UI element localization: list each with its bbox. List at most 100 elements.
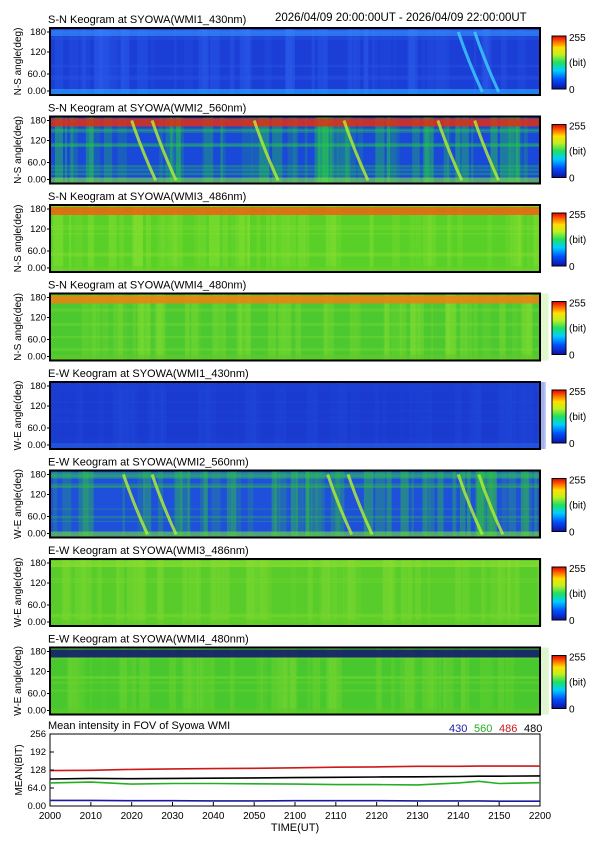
keogram-panel: S-N Keogram at SYOWA(WMI2_560nm)180 120 60…: [13, 103, 586, 186]
keogram-texture: [400, 382, 406, 449]
keogram-ylabel: W-E angle(deg): [13, 558, 24, 628]
keogram-texture: [208, 205, 220, 272]
keogram-texture: [297, 205, 304, 272]
keogram-texture: [236, 293, 241, 361]
colorbar: [551, 212, 567, 267]
keogram-texture: [481, 559, 485, 626]
keogram-texture: [426, 470, 431, 538]
keogram-texture: [338, 382, 348, 449]
keogram-texture: [210, 559, 221, 626]
keogram-band: [50, 165, 540, 168]
keogram-texture: [333, 647, 343, 715]
keogram-texture: [267, 293, 277, 361]
keogram-texture: [75, 647, 85, 715]
keogram-top-band: [50, 384, 540, 390]
keogram-texture: [328, 559, 337, 626]
keogram-texture: [363, 470, 374, 538]
keogram-texture: [426, 647, 437, 715]
keogram-texture: [375, 647, 382, 715]
keogram-ytick-label: 120: [30, 401, 46, 412]
keogram-band: [50, 129, 540, 133]
keogram-image: [50, 293, 540, 361]
keogram-texture: [239, 28, 250, 95]
keogram-band: [50, 614, 540, 617]
keogram-texture: [392, 205, 400, 272]
keogram-texture: [69, 28, 79, 95]
keogram-texture: [89, 116, 94, 184]
keogram-texture: [81, 559, 92, 626]
keogram-texture: [71, 116, 78, 184]
keogram-texture: [286, 205, 297, 272]
mean-series-line: [49, 765, 540, 772]
keogram-texture: [384, 293, 391, 361]
keogram-texture: [534, 205, 540, 272]
keogram-texture: [287, 116, 295, 184]
keogram-texture: [246, 28, 253, 95]
keogram-frame: [49, 27, 541, 96]
keogram-texture: [322, 116, 329, 184]
keogram-ytick-label: 60.0: [28, 689, 47, 700]
keogram-texture: [317, 116, 329, 184]
keogram-texture: [511, 205, 521, 272]
keogram-band: [50, 508, 540, 510]
keogram-texture: [161, 382, 164, 449]
keogram-texture: [455, 559, 462, 626]
keogram-texture: [454, 470, 457, 538]
keogram-texture: [53, 205, 64, 272]
keogram-texture: [475, 470, 485, 538]
keogram-band: [50, 308, 540, 312]
keogram-band: [50, 416, 540, 419]
auroral-arc: [456, 31, 484, 93]
keogram-texture: [317, 28, 328, 95]
keogram-texture: [221, 559, 230, 626]
keogram-ytick-label: 60.0: [28, 423, 47, 434]
keogram-texture: [421, 382, 426, 449]
keogram-texture: [326, 116, 335, 184]
keogram-bottom-band: [50, 266, 540, 271]
mean-panel-title: Mean intensity in FOV of Syowa WMI: [48, 720, 230, 732]
keogram-ytick-label: 180: [30, 470, 46, 481]
keogram-band: [50, 520, 540, 522]
keogram-texture: [390, 559, 397, 626]
keogram-texture: [272, 116, 283, 184]
keogram-texture: [199, 382, 203, 449]
keogram-texture: [159, 116, 163, 184]
keogram-texture: [134, 559, 140, 626]
keogram-texture: [200, 647, 203, 715]
keogram-texture: [518, 382, 522, 449]
keogram-texture: [338, 116, 343, 184]
keogram-texture: [212, 559, 216, 626]
keogram-texture: [487, 205, 492, 272]
keogram-band: [50, 225, 540, 228]
keogram-texture: [182, 647, 190, 715]
keogram-texture: [307, 470, 319, 538]
keogram-texture: [78, 647, 86, 715]
keogram-title: E-W Keogram at SYOWA(WMI4_480nm): [48, 634, 249, 646]
keogram-texture: [220, 116, 223, 184]
keogram-texture: [312, 382, 318, 449]
keogram-texture: [391, 293, 402, 361]
keogram-texture: [353, 28, 361, 95]
keogram-texture: [240, 293, 251, 361]
x-tick-label: 2140: [447, 811, 470, 822]
keogram-texture: [73, 205, 77, 272]
auroral-arc: [130, 120, 158, 182]
keogram-texture: [147, 382, 158, 449]
keogram-texture: [179, 205, 183, 272]
keogram-title: S-N Keogram at SYOWA(WMI2_560nm): [48, 103, 246, 115]
keogram-band: [50, 172, 540, 176]
keogram-band: [50, 142, 540, 145]
keogram-texture: [245, 293, 251, 361]
keogram-texture: [279, 470, 287, 538]
keogram-texture: [81, 559, 85, 626]
keogram-texture: [132, 293, 137, 361]
keogram-texture: [422, 205, 432, 272]
keogram-texture: [452, 470, 455, 538]
keogram-image: [50, 647, 540, 715]
keogram-texture: [346, 559, 352, 626]
keogram-texture: [393, 28, 396, 95]
keogram-texture: [447, 293, 451, 361]
legend-430: 430: [449, 723, 467, 735]
keogram-texture: [330, 470, 341, 538]
keogram-texture: [67, 647, 72, 715]
